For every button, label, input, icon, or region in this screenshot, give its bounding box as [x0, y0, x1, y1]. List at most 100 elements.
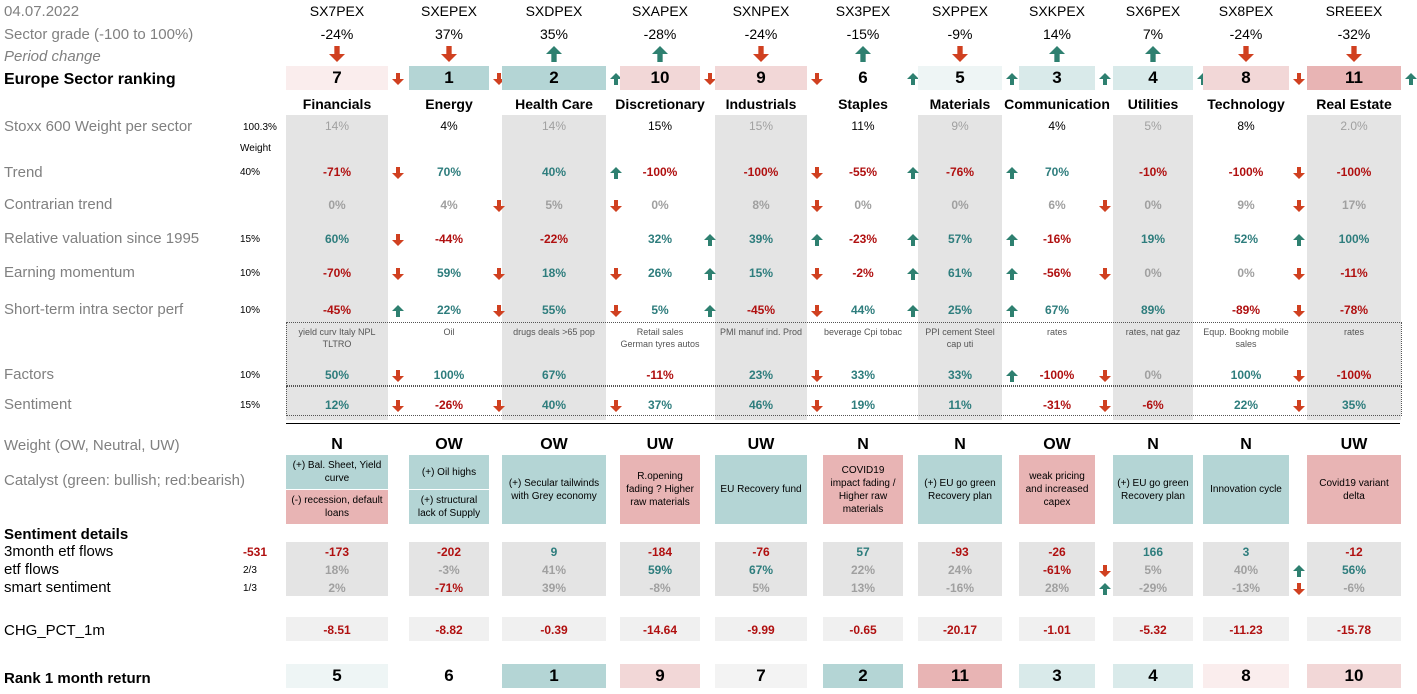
weight-ow-label: Weight (OW, Neutral, UW) — [4, 437, 180, 454]
chg-value: -8.82 — [435, 623, 463, 637]
rank1m-box: 2 — [823, 664, 903, 688]
sector-name: Industrials — [725, 96, 797, 112]
weight-rating: N — [1147, 436, 1159, 453]
stoxx-weight: 14% — [324, 119, 350, 133]
catalyst-bearish: weak pricing and increased capex — [1019, 455, 1095, 524]
chg-bg — [823, 617, 903, 641]
sentiment-details-bg — [409, 542, 489, 596]
chg-value: -0.39 — [540, 623, 568, 637]
up-arrow-icon — [1006, 73, 1018, 85]
sector-grade: 7% — [1142, 26, 1164, 42]
sentiment-details-bg — [286, 542, 388, 596]
short-value: 25% — [947, 303, 973, 317]
down-arrow-icon — [610, 268, 622, 280]
rank1m-box: 10 — [1307, 664, 1401, 688]
down-arrow-icon — [493, 400, 505, 412]
sector-name: Communication — [1004, 96, 1110, 112]
fact-value: 33% — [947, 368, 973, 382]
earn-value: 59% — [436, 266, 462, 280]
etf3m-value: 166 — [1142, 545, 1164, 559]
factor-text: beverage Cpi tobac — [823, 327, 903, 337]
stoxx-weight: 9% — [951, 119, 969, 133]
sentiment-details-bg — [502, 542, 606, 596]
trend-value: 70% — [436, 165, 462, 179]
etf-label: etf flows — [4, 561, 60, 578]
up-arrow-icon — [907, 167, 919, 179]
chg-label: CHG_PCT_1m — [4, 622, 105, 639]
sentiment-details-bg — [918, 542, 1002, 596]
down-arrow-icon — [1099, 565, 1111, 577]
sector-code: SXPPEX — [931, 3, 989, 19]
contr-value: 6% — [1048, 198, 1066, 212]
fact-value: 33% — [850, 368, 876, 382]
up-arrow-icon — [1099, 583, 1111, 595]
contr-value: 5% — [545, 198, 563, 212]
down-arrow-icon — [392, 234, 404, 246]
etf3m-value: -26 — [1048, 545, 1066, 559]
down-arrow-icon — [610, 200, 622, 212]
short-value: 55% — [541, 303, 567, 317]
factor-text: rates, nat gaz — [1125, 327, 1181, 337]
short-value: 67% — [1044, 303, 1070, 317]
relval-value: 39% — [748, 232, 774, 246]
factor-text: Retail sales German tyres autos — [620, 327, 700, 349]
up-arrow-icon — [907, 305, 919, 317]
up-arrow-icon — [704, 234, 716, 246]
sector-code: SXEPEX — [420, 3, 478, 19]
smart-label: smart sentiment — [4, 579, 111, 596]
contr-value: 17% — [1341, 198, 1367, 212]
chg-value: -1.01 — [1043, 623, 1071, 637]
earn-value: 61% — [947, 266, 973, 280]
catalyst-bullish: EU Recovery fund — [715, 455, 807, 524]
sector-code: SXKPEX — [1028, 3, 1086, 19]
weight-rating: UW — [747, 436, 775, 453]
factor-text: PMI manuf ind. Prod — [719, 327, 803, 337]
sector-name: Discretionary — [615, 96, 705, 112]
up-arrow-icon — [907, 234, 919, 246]
earn-value: -70% — [322, 266, 352, 280]
sector-code: SXAPEX — [631, 3, 689, 19]
short_term-label: Short-term intra sector perf — [4, 301, 184, 318]
down-arrow-icon — [392, 370, 404, 382]
smart-value: 13% — [850, 581, 876, 595]
sector-name: Energy — [425, 96, 473, 112]
rank-box: 11 — [1307, 66, 1401, 90]
sector-grade: 37% — [434, 26, 464, 42]
chg-bg — [1019, 617, 1095, 641]
trend-value: 70% — [1044, 165, 1070, 179]
smart-weight: 1/3 — [243, 583, 257, 594]
rank-box: 1 — [409, 66, 489, 90]
short-value: 22% — [436, 303, 462, 317]
short-value: 5% — [651, 303, 669, 317]
smart-value: 2% — [328, 581, 346, 595]
up-arrow-icon — [1145, 46, 1161, 62]
chg-bg — [286, 617, 388, 641]
sector-code: SREEEX — [1325, 3, 1383, 19]
down-arrow-icon — [1293, 305, 1305, 317]
fact-value: 100% — [1230, 368, 1262, 382]
sent-value: -31% — [1042, 398, 1072, 412]
down-arrow-icon — [610, 305, 622, 317]
sentiment-details-bg — [620, 542, 700, 596]
sector-name: Technology — [1207, 96, 1285, 112]
chg-value: -0.65 — [849, 623, 877, 637]
rank-box: 7 — [286, 66, 388, 90]
sector-code: SXDPEX — [525, 3, 583, 19]
stoxx-weight-label: Stoxx 600 Weight per sector — [4, 118, 193, 135]
contr-value: 8% — [752, 198, 770, 212]
sent-value: 11% — [948, 398, 972, 412]
relval-value: -16% — [1042, 232, 1072, 246]
earn-value: 15% — [748, 266, 774, 280]
earn-value: 0% — [1144, 266, 1162, 280]
down-arrow-icon — [704, 73, 716, 85]
fact-value: -100% — [1039, 368, 1075, 382]
stoxx-weight: 4% — [1048, 119, 1066, 133]
sentiment-details-bg — [715, 542, 807, 596]
contr-value: 0% — [951, 198, 969, 212]
etf3m-value: -93 — [951, 545, 969, 559]
factors-box — [286, 322, 1402, 386]
etf3m-value: -12 — [1345, 545, 1363, 559]
up-arrow-icon — [1006, 234, 1018, 246]
factor-text: drugs deals >65 pop — [513, 327, 595, 337]
chg-bg — [715, 617, 807, 641]
